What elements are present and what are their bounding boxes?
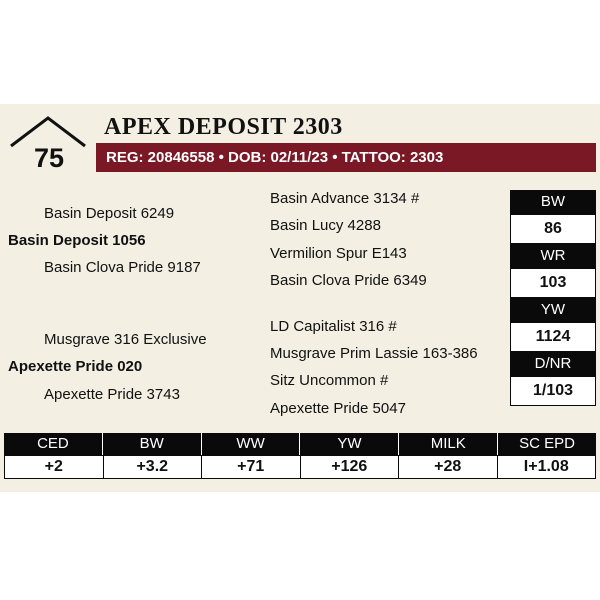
performance-value-wr: 103 bbox=[510, 268, 596, 298]
pedigree-sire-sire-sire: Basin Advance 3134 # bbox=[270, 190, 420, 207]
epd-value-bw: +3.2 bbox=[103, 455, 202, 479]
epd-header-ced: CED bbox=[4, 433, 102, 455]
epd-value-ww: +71 bbox=[202, 455, 301, 479]
pedigree-dam: Apexette Pride 020 bbox=[8, 358, 143, 375]
epd-value-sc: I+1.08 bbox=[497, 455, 596, 479]
epd-header-milk: MILK bbox=[398, 433, 498, 455]
pedigree-dam-dam-sire: Sitz Uncommon # bbox=[270, 372, 389, 389]
epd-table: CED BW WW YW MILK SC EPD +2 +3.2 +71 +12… bbox=[4, 433, 596, 479]
house-roof-icon bbox=[10, 116, 86, 148]
performance-value-dnr: 1/103 bbox=[510, 376, 596, 406]
epd-header-bw: BW bbox=[101, 433, 201, 455]
pedigree-dam-sire-sire: LD Capitalist 316 # bbox=[270, 318, 397, 335]
registration-bar: REG: 20846558 • DOB: 02/11/23 • TATTOO: … bbox=[96, 143, 596, 172]
performance-label-yw: YW bbox=[510, 298, 596, 322]
epd-header-yw: YW bbox=[299, 433, 399, 455]
performance-value-yw: 1124 bbox=[510, 322, 596, 352]
pedigree-sire: Basin Deposit 1056 bbox=[8, 232, 146, 249]
performance-label-wr: WR bbox=[510, 244, 596, 268]
epd-value-row: +2 +3.2 +71 +126 +28 I+1.08 bbox=[4, 455, 596, 479]
epd-value-ced: +2 bbox=[4, 455, 104, 479]
pedigree-sire-sire-dam: Basin Lucy 4288 bbox=[270, 217, 381, 234]
pedigree-dam-dam: Apexette Pride 3743 bbox=[44, 386, 180, 403]
pedigree-sire-dam-sire: Vermilion Spur E143 bbox=[270, 245, 407, 262]
pedigree-dam-dam-dam: Apexette Pride 5047 bbox=[270, 400, 406, 417]
epd-value-milk: +28 bbox=[399, 455, 498, 479]
epd-header-row: CED BW WW YW MILK SC EPD bbox=[4, 433, 596, 455]
pedigree-dam-sire: Musgrave 316 Exclusive bbox=[44, 331, 207, 348]
pedigree-sire-dam: Basin Clova Pride 9187 bbox=[44, 259, 201, 276]
animal-name: APEX DEPOSIT 2303 bbox=[104, 114, 343, 140]
pedigree-sire-dam-dam: Basin Clova Pride 6349 bbox=[270, 272, 427, 289]
epd-header-ww: WW bbox=[200, 433, 300, 455]
pedigree-dam-sire-dam: Musgrave Prim Lassie 163-386 bbox=[270, 345, 478, 362]
epd-value-yw: +126 bbox=[300, 455, 399, 479]
performance-label-bw: BW bbox=[510, 190, 596, 214]
epd-header-sc: SC EPD bbox=[497, 433, 596, 455]
performance-value-bw: 86 bbox=[510, 214, 596, 244]
lot-number: 75 bbox=[33, 143, 65, 173]
performance-label-dnr: D/NR bbox=[510, 352, 596, 376]
performance-panel: BW 86 WR 103 YW 1124 D/NR 1/103 bbox=[510, 190, 596, 406]
pedigree-sire-sire: Basin Deposit 6249 bbox=[44, 205, 175, 222]
